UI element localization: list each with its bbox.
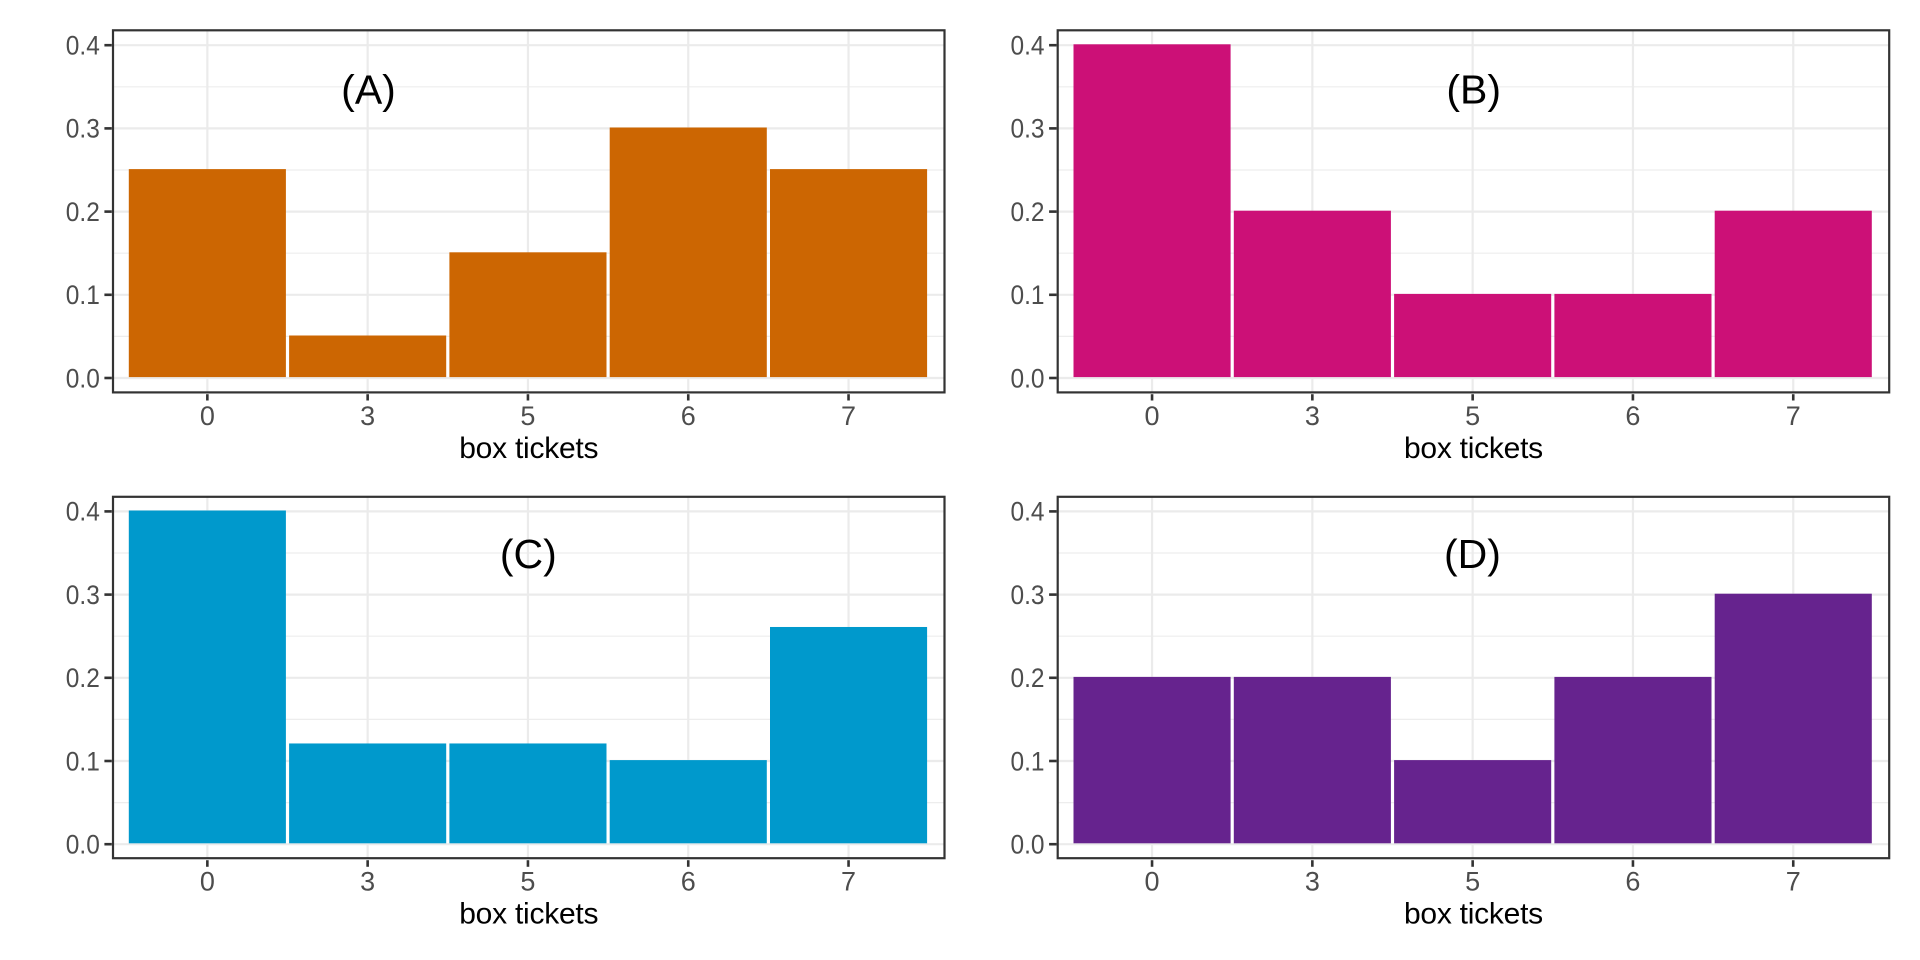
- svg-text:7: 7: [1786, 401, 1801, 431]
- svg-text:0.0: 0.0: [1011, 830, 1045, 860]
- svg-text:0.1: 0.1: [1011, 746, 1045, 776]
- svg-text:7: 7: [1786, 867, 1801, 897]
- svg-text:0.3: 0.3: [1011, 114, 1045, 144]
- svg-text:3: 3: [1305, 401, 1320, 431]
- svg-text:0.2: 0.2: [66, 197, 100, 227]
- svg-text:0.0: 0.0: [66, 830, 100, 860]
- svg-text:3: 3: [360, 867, 375, 897]
- svg-text:0: 0: [1145, 401, 1160, 431]
- svg-text:box tickets: box tickets: [459, 432, 598, 465]
- svg-text:6: 6: [681, 867, 696, 897]
- svg-text:box tickets: box tickets: [1404, 432, 1543, 465]
- svg-text:7: 7: [841, 867, 856, 897]
- svg-text:0: 0: [1145, 867, 1160, 897]
- svg-text:0.3: 0.3: [66, 114, 100, 144]
- svg-text:0: 0: [200, 867, 215, 897]
- svg-text:(B): (B): [1446, 67, 1501, 113]
- svg-text:0.3: 0.3: [66, 580, 100, 610]
- svg-text:7: 7: [841, 401, 856, 431]
- svg-text:6: 6: [681, 401, 696, 431]
- svg-text:3: 3: [360, 401, 375, 431]
- svg-text:0.4: 0.4: [1011, 31, 1045, 61]
- svg-text:0.2: 0.2: [1011, 663, 1045, 693]
- svg-text:0.2: 0.2: [66, 663, 100, 693]
- svg-text:0.4: 0.4: [66, 31, 100, 61]
- svg-text:5: 5: [520, 867, 535, 897]
- svg-text:0.3: 0.3: [1011, 580, 1045, 610]
- svg-text:0.4: 0.4: [66, 497, 100, 527]
- svg-text:box tickets: box tickets: [459, 898, 598, 931]
- svg-text:0.2: 0.2: [1011, 197, 1045, 227]
- svg-text:(A): (A): [341, 67, 396, 113]
- svg-text:0: 0: [200, 401, 215, 431]
- svg-text:5: 5: [1465, 401, 1480, 431]
- svg-text:3: 3: [1305, 867, 1320, 897]
- svg-text:(D): (D): [1444, 531, 1501, 577]
- svg-text:6: 6: [1625, 867, 1640, 897]
- svg-text:0.1: 0.1: [66, 280, 100, 310]
- svg-text:0.0: 0.0: [1011, 363, 1045, 393]
- svg-text:0.4: 0.4: [1011, 497, 1045, 527]
- svg-text:6: 6: [1625, 401, 1640, 431]
- svg-text:box tickets: box tickets: [1404, 898, 1543, 931]
- svg-text:5: 5: [520, 401, 535, 431]
- svg-text:0.1: 0.1: [66, 746, 100, 776]
- svg-text:(C): (C): [500, 531, 557, 577]
- svg-text:5: 5: [1465, 867, 1480, 897]
- svg-text:0.0: 0.0: [66, 363, 100, 393]
- svg-text:0.1: 0.1: [1011, 280, 1045, 310]
